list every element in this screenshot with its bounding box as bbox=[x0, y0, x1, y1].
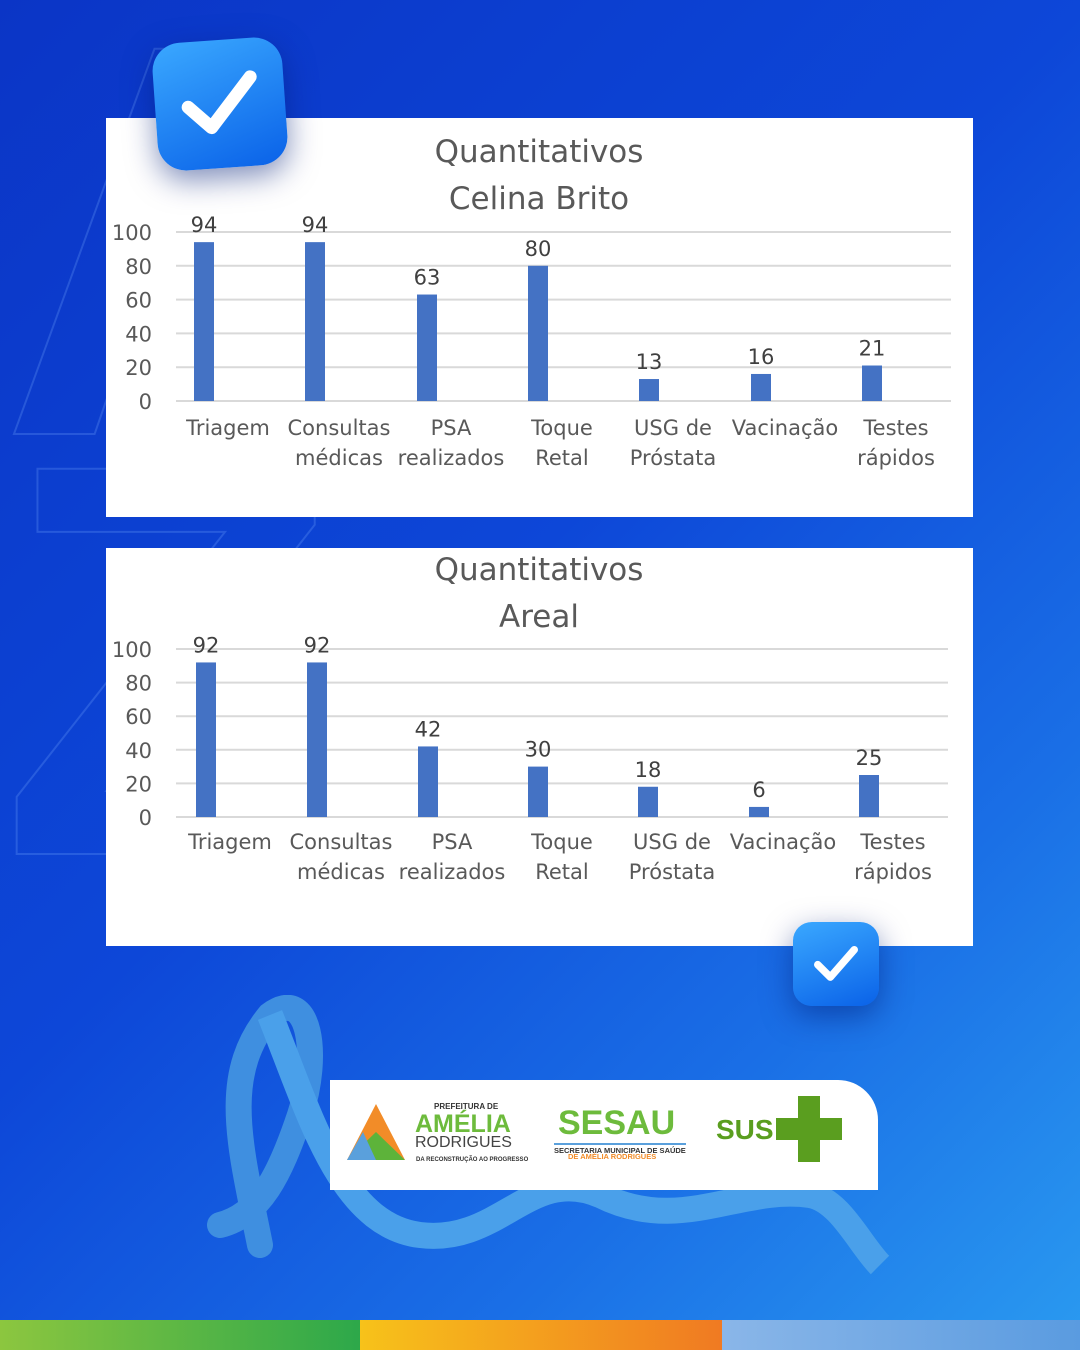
data-label: 13 bbox=[636, 350, 663, 374]
x-tick-label: PSA bbox=[431, 416, 472, 440]
data-label: 92 bbox=[304, 633, 331, 657]
y-tick-label: 80 bbox=[125, 255, 152, 279]
y-tick-label: 100 bbox=[112, 221, 152, 245]
x-tick-label: Toque bbox=[530, 416, 593, 440]
x-tick-label: Triagem bbox=[187, 830, 272, 854]
chart-card-areal: Quantitativos Areal 0 20 40 60 80 100 92 Triagem 9… bbox=[106, 548, 973, 946]
checkmark-badge-small bbox=[793, 922, 879, 1006]
sus-cross-icon bbox=[776, 1096, 842, 1162]
prefeitura-slogan: DA RECONSTRUÇÃO AO PROGRESSO bbox=[416, 1157, 529, 1163]
bar bbox=[528, 265, 548, 401]
chart-title: Quantitativos bbox=[435, 552, 644, 588]
x-tick-label: Consultas bbox=[288, 416, 391, 440]
x-tick-label: Próstata bbox=[629, 860, 715, 884]
prefeitura-top: PREFEITURA DE bbox=[434, 1102, 499, 1111]
sesau-sub1: SECRETARIA MUNICIPAL DE SAÚDE bbox=[554, 1143, 686, 1155]
color-strip-green bbox=[0, 1320, 360, 1350]
x-tick-label: Retal bbox=[535, 446, 589, 470]
color-strip-orange bbox=[360, 1320, 722, 1350]
data-label: 25 bbox=[856, 746, 883, 770]
data-label: 21 bbox=[859, 337, 886, 361]
data-label: 63 bbox=[414, 266, 441, 290]
chart-title: Celina Brito bbox=[449, 181, 629, 217]
chart-title: Areal bbox=[499, 599, 579, 635]
y-tick-label: 0 bbox=[139, 390, 152, 414]
x-tick-label: realizados bbox=[398, 446, 505, 470]
bar bbox=[638, 786, 658, 817]
prefeitura-name1: AMÉLIA bbox=[415, 1110, 511, 1138]
x-tick-label: Testes bbox=[859, 830, 925, 854]
x-tick-label: rápidos bbox=[854, 860, 932, 884]
data-label: 18 bbox=[635, 758, 662, 782]
x-tick-label: médicas bbox=[295, 446, 383, 470]
x-tick-label: PSA bbox=[432, 830, 473, 854]
x-tick-label: Consultas bbox=[290, 830, 393, 854]
x-tick-label: realizados bbox=[399, 860, 506, 884]
bar bbox=[196, 662, 216, 817]
bar bbox=[749, 806, 769, 817]
prefeitura-name2: RODRIGUES bbox=[415, 1134, 512, 1151]
data-label: 92 bbox=[193, 633, 220, 657]
data-label: 94 bbox=[191, 213, 218, 237]
chart-areal: Quantitativos Areal 0 20 40 60 80 100 92 Triagem 9… bbox=[112, 552, 948, 884]
y-tick-label: 20 bbox=[125, 772, 152, 796]
x-tick-label: Triagem bbox=[185, 416, 270, 440]
checkmark-badge-large bbox=[150, 35, 290, 173]
color-strip-blue bbox=[722, 1320, 1080, 1350]
y-tick-label: 0 bbox=[139, 806, 152, 830]
bar bbox=[418, 746, 438, 817]
prefeitura-logo-icon bbox=[347, 1104, 405, 1160]
chart-title: Quantitativos bbox=[435, 134, 644, 170]
data-label: 30 bbox=[525, 738, 552, 762]
y-tick-label: 80 bbox=[125, 672, 152, 696]
footer-logos-panel: PREFEITURA DE AMÉLIA RODRIGUES DA RECONS… bbox=[330, 1080, 878, 1190]
data-label: 94 bbox=[302, 213, 329, 237]
x-tick-label: USG de bbox=[634, 416, 712, 440]
y-tick-label: 40 bbox=[125, 322, 152, 346]
bar bbox=[417, 294, 437, 401]
x-tick-label: Vacinação bbox=[730, 830, 836, 854]
chart-celina-brito: Quantitativos Celina Brito 0 20 40 60 80 100 94 T… bbox=[112, 134, 951, 470]
x-tick-label: rápidos bbox=[857, 446, 935, 470]
x-tick-label: médicas bbox=[297, 860, 385, 884]
y-tick-label: 100 bbox=[112, 638, 152, 662]
bar bbox=[639, 379, 659, 401]
x-tick-label: Próstata bbox=[630, 446, 716, 470]
chart-card-celina-brito: Quantitativos Celina Brito 0 20 40 60 80 100 94 T… bbox=[106, 118, 973, 517]
check-icon bbox=[181, 70, 257, 135]
sus-logo: SUS bbox=[716, 1114, 774, 1145]
bar bbox=[305, 242, 325, 401]
y-tick-label: 40 bbox=[125, 739, 152, 763]
sesau-logo: SESAU bbox=[558, 1104, 676, 1142]
x-tick-label: Vacinação bbox=[732, 416, 838, 440]
data-label: 16 bbox=[748, 345, 775, 369]
x-tick-label: Testes bbox=[862, 416, 928, 440]
bar bbox=[528, 766, 548, 817]
y-tick-label: 60 bbox=[125, 289, 152, 313]
data-label: 80 bbox=[525, 237, 552, 261]
bar bbox=[194, 242, 214, 401]
y-tick-label: 20 bbox=[125, 356, 152, 380]
sesau-sub2: DE AMÉLIA RODRIGUES bbox=[568, 1152, 657, 1161]
data-label: 6 bbox=[752, 778, 765, 802]
y-tick-label: 60 bbox=[125, 705, 152, 729]
bar bbox=[862, 365, 882, 401]
bar bbox=[859, 775, 879, 817]
bar bbox=[751, 373, 771, 401]
x-tick-label: Retal bbox=[535, 860, 589, 884]
data-label: 42 bbox=[415, 717, 442, 741]
bar bbox=[307, 662, 327, 817]
x-tick-label: Toque bbox=[530, 830, 593, 854]
x-tick-label: USG de bbox=[633, 830, 711, 854]
check-icon bbox=[814, 946, 858, 981]
